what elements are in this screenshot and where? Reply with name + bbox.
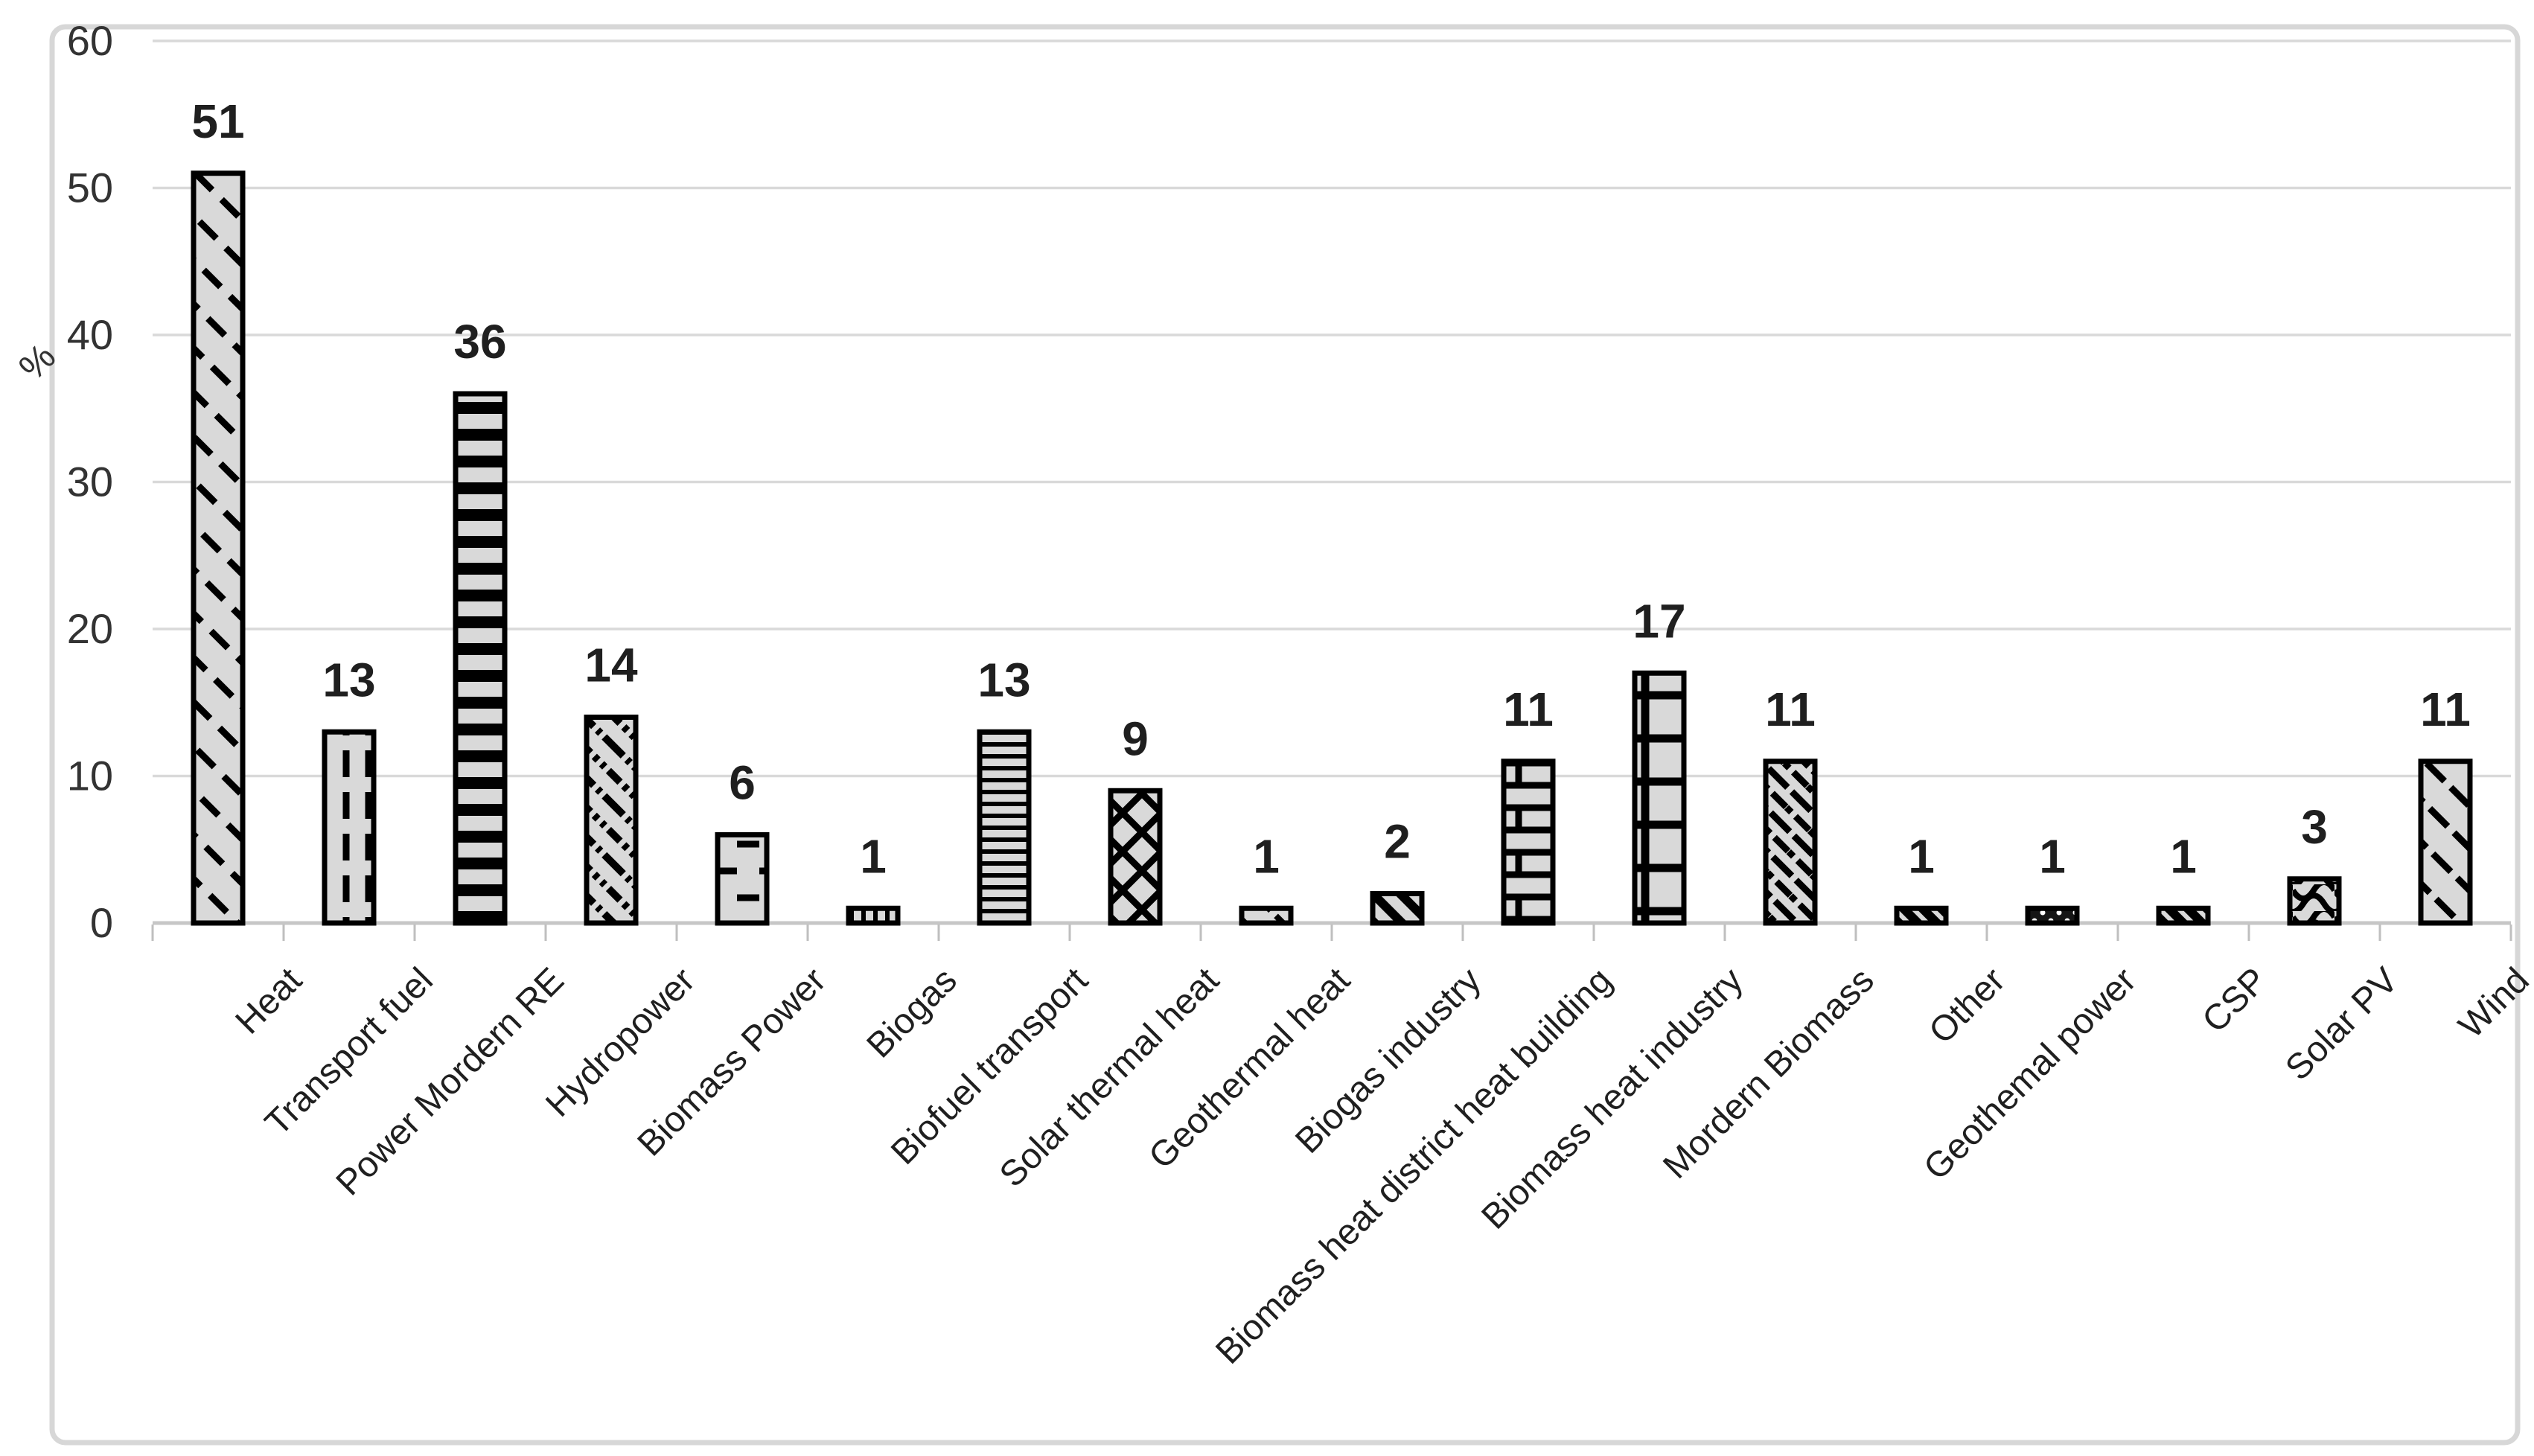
bar-heat [191, 170, 246, 926]
y-tick-label-40: 40 [67, 311, 113, 358]
y-tick-label-20: 20 [67, 605, 113, 652]
bar-geothermal-heat [1239, 905, 1294, 926]
value-label-heat: 51 [191, 95, 244, 148]
bar-solar-pv [2287, 876, 2342, 926]
bar-biomass-heat-district-heat-building [1501, 759, 1556, 926]
bar-solar-thermal-heat [1108, 788, 1163, 926]
value-label-csp: 1 [2170, 829, 2197, 883]
bar-biofuel-transport [977, 729, 1032, 926]
value-label-geothermal-heat: 1 [1253, 829, 1280, 883]
bar-wind [2418, 759, 2473, 926]
chart-border [49, 24, 2521, 1446]
bar-biogas-industry [1370, 891, 1425, 926]
value-label-hydropower: 14 [584, 639, 638, 692]
bar-other [1894, 905, 1949, 926]
bar-power-mordern-re [453, 391, 508, 926]
bar-biogas [846, 905, 901, 926]
value-label-other: 1 [1908, 829, 1935, 883]
y-tick-label-60: 60 [67, 17, 113, 64]
x-axis-ticks [151, 925, 2512, 941]
value-label-mordern-biomass: 11 [1765, 683, 1816, 736]
gridlines [153, 39, 2511, 778]
y-tick-label-30: 30 [67, 459, 113, 505]
value-label-transport-fuel: 13 [322, 653, 375, 706]
value-label-power-mordern-re: 36 [453, 315, 506, 368]
y-tick-label-10: 10 [67, 753, 113, 799]
value-label-biofuel-transport: 13 [977, 653, 1030, 706]
value-label-geothemal-power: 1 [2039, 829, 2066, 883]
value-label-biogas-industry: 2 [1384, 815, 1411, 869]
bar-mordern-biomass [1763, 759, 1818, 926]
value-label-solar-thermal-heat: 9 [1122, 712, 1149, 765]
value-label-biomass-heat-industry: 17 [1633, 594, 1685, 648]
value-label-solar-pv: 3 [2301, 800, 2328, 854]
bar-transport-fuel [322, 729, 377, 926]
value-label-wind: 11 [2420, 683, 2471, 736]
y-axis-tick-labels: 0 10 20 30 40 50 60 [67, 17, 113, 946]
value-label-biomass-heat-district-heat-building: 11 [1503, 683, 1554, 736]
bar-biomass-heat-industry [1632, 670, 1687, 926]
bar-csp [2156, 905, 2211, 926]
value-label-biogas: 1 [860, 829, 887, 883]
bar-biomass-power [715, 832, 770, 926]
bar-geothemal-power [2025, 905, 2080, 926]
y-tick-label-50: 50 [67, 165, 113, 211]
bars [191, 170, 2473, 926]
value-label-biomass-power: 6 [729, 756, 756, 810]
y-tick-label-0: 0 [90, 899, 113, 946]
bar-hydropower [584, 715, 639, 926]
